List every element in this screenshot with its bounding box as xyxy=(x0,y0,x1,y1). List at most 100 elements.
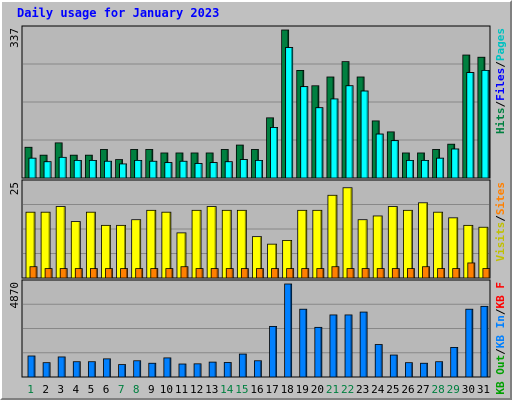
bar-kb-in-day-1 xyxy=(27,355,36,378)
bar-kb-in-day-26 xyxy=(405,362,413,378)
bar-pages-day-18 xyxy=(285,47,294,179)
x-tick-label: 24 xyxy=(371,383,385,396)
y-max-label: 25 xyxy=(8,182,21,195)
bar-kb-in-day-21 xyxy=(329,314,338,378)
bar-visits-day-3 xyxy=(55,206,66,279)
bar-kb-in-day-27 xyxy=(420,362,428,378)
bar-kb-in-day-12 xyxy=(193,363,202,378)
bar-sites-day-7 xyxy=(120,268,128,279)
legend-entry: / xyxy=(494,101,507,108)
bar-sites-day-4 xyxy=(74,268,83,279)
bar-sites-day-11 xyxy=(180,266,189,279)
bar-pages-day-9 xyxy=(149,160,158,179)
bar-sites-day-22 xyxy=(346,268,355,279)
bar-pages-day-15 xyxy=(239,159,248,179)
x-tick-label: 13 xyxy=(205,383,218,396)
bar-pages-day-11 xyxy=(179,160,188,179)
bar-sites-day-9 xyxy=(150,268,159,279)
x-tick-label: 27 xyxy=(416,383,429,396)
bar-pages-day-16 xyxy=(255,160,263,179)
panel-2: 25 Visits/Sites xyxy=(8,179,507,279)
x-tick-label: 16 xyxy=(250,383,263,396)
bar-pages-day-14 xyxy=(224,161,233,179)
bar-pages-day-28 xyxy=(436,157,445,179)
bar-sites-day-30 xyxy=(467,262,476,279)
bar-sites-day-17 xyxy=(271,268,279,279)
legend-entry: Pages xyxy=(494,28,507,61)
x-tick-label: 26 xyxy=(401,383,414,396)
legend-entry: / xyxy=(494,215,507,222)
bar-kb-in-day-8 xyxy=(133,360,142,378)
bar-pages-day-23 xyxy=(360,90,369,179)
bar-sites-day-25 xyxy=(391,268,400,279)
bar-visits-day-19 xyxy=(297,209,308,279)
bar-pages-day-27 xyxy=(421,160,429,179)
bar-pages-day-10 xyxy=(164,162,173,179)
x-tick-label: 30 xyxy=(462,383,475,396)
x-tick-label: 1 xyxy=(27,383,34,396)
bar-visits-day-14 xyxy=(221,209,232,279)
legend-entry: Sites xyxy=(494,182,507,215)
bar-kb-in-day-30 xyxy=(465,308,474,378)
x-tick-label: 25 xyxy=(386,383,399,396)
legend-hits-files-pages: Hits/Files/Pages xyxy=(494,28,507,134)
bar-sites-day-14 xyxy=(225,268,234,279)
bar-pages-day-22 xyxy=(345,85,354,179)
bar-sites-day-10 xyxy=(165,268,174,279)
bar-pages-day-20 xyxy=(315,107,324,179)
bar-kb-in-day-25 xyxy=(389,354,398,378)
bar-visits-day-12 xyxy=(191,209,202,279)
x-tick-label: 2 xyxy=(42,383,49,396)
bar-sites-day-24 xyxy=(376,268,385,279)
bar-kb-in-day-4 xyxy=(72,361,81,378)
bar-pages-day-24 xyxy=(375,133,384,179)
bar-kb-in-day-11 xyxy=(178,363,187,378)
legend-entry: Hits xyxy=(494,108,507,135)
bar-pages-day-4 xyxy=(73,160,82,179)
x-tick-label: 20 xyxy=(311,383,324,396)
x-tick-label: 29 xyxy=(447,383,460,396)
bar-visits-day-20 xyxy=(312,209,323,279)
x-tick-label: 14 xyxy=(220,383,234,396)
bar-pages-day-5 xyxy=(88,160,97,179)
bar-visits-day-15 xyxy=(236,209,247,279)
bar-kb-in-day-13 xyxy=(208,361,217,378)
bar-visits-day-21 xyxy=(327,194,338,279)
legend-entry: KB In xyxy=(494,315,507,348)
x-tick-label: 9 xyxy=(148,383,155,396)
bar-kb-in-day-19 xyxy=(299,308,308,378)
bar-pages-day-25 xyxy=(390,140,399,179)
bar-sites-day-18 xyxy=(286,268,295,279)
x-tick-label: 8 xyxy=(133,383,140,396)
bar-visits-day-2 xyxy=(40,211,51,279)
legend-entry: / xyxy=(494,348,507,355)
bar-sites-day-19 xyxy=(301,268,310,279)
x-tick-label: 21 xyxy=(326,383,339,396)
bar-sites-day-26 xyxy=(407,268,415,279)
x-tick-label: 28 xyxy=(432,383,445,396)
bar-kb-in-day-2 xyxy=(42,362,51,378)
x-tick-label: 18 xyxy=(281,383,294,396)
chart-title: Daily usage for January 2023 xyxy=(17,6,220,20)
bar-kb-in-day-9 xyxy=(148,362,157,378)
y-max-label: 4870 xyxy=(8,282,21,309)
bar-pages-day-12 xyxy=(194,163,203,179)
bar-sites-day-20 xyxy=(316,268,325,279)
bar-sites-day-1 xyxy=(29,266,38,279)
x-tick-label: 3 xyxy=(57,383,64,396)
bar-kb-in-day-17 xyxy=(269,325,277,378)
bar-kb-in-day-28 xyxy=(435,361,444,378)
bar-visits-day-5 xyxy=(85,211,96,279)
x-tick-label: 12 xyxy=(190,383,203,396)
x-tick-label: 5 xyxy=(88,383,95,396)
bar-kb-in-day-5 xyxy=(87,361,96,378)
bar-sites-day-3 xyxy=(59,268,68,279)
bar-sites-day-27 xyxy=(422,266,430,279)
bar-pages-day-7 xyxy=(119,163,127,179)
bar-sites-day-28 xyxy=(437,268,446,279)
bar-kb-in-day-16 xyxy=(254,360,262,378)
bar-kb-in-day-24 xyxy=(374,344,383,378)
